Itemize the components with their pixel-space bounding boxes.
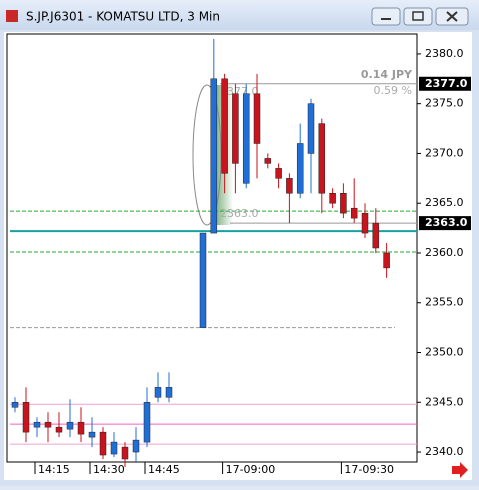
candle-body: [77, 421, 85, 435]
ruler-arc: [192, 84, 222, 226]
x-tick-label: 17-09:00: [226, 463, 276, 476]
app-icon: [6, 10, 18, 22]
candle-body: [55, 426, 63, 433]
candle-body: [307, 103, 315, 154]
candle-body: [350, 207, 358, 219]
y-tick-label: 2375.0: [425, 97, 464, 110]
x-tick-label: 17-09:30: [344, 463, 394, 476]
price-label: 2363.0: [425, 216, 468, 229]
y-tick-label: 2370.0: [425, 146, 464, 159]
x-tick-label: 14:45: [148, 463, 180, 476]
candle-body: [253, 93, 261, 144]
maximize-icon: [412, 11, 424, 21]
candle-body: [66, 421, 74, 430]
candle-body: [361, 212, 369, 234]
candle-body: [372, 222, 380, 249]
candle-body: [132, 439, 140, 453]
minimize-button[interactable]: [371, 7, 401, 26]
candle-body: [154, 387, 162, 398]
maximize-button[interactable]: [403, 7, 433, 26]
window-title: S.JP.J6301 - KOMATSU LTD, 3 Min: [26, 10, 220, 24]
ruler-price: 2363.0: [220, 207, 259, 220]
candle-body: [383, 252, 390, 269]
candle-body: [99, 431, 107, 456]
y-tick-label: 2350.0: [425, 346, 464, 359]
close-icon: [446, 11, 458, 22]
candle-body: [44, 421, 52, 428]
y-tick-label: 2355.0: [425, 296, 464, 309]
ruler-percent: 0.59 %: [374, 84, 412, 97]
y-tick-label: 2340.0: [425, 445, 464, 458]
candle-body: [232, 93, 239, 164]
price-label-box: [419, 76, 471, 91]
candle-body: [199, 232, 207, 328]
y-tick-label: 2365.0: [425, 196, 464, 209]
ruler-change: 0.14 JPY: [361, 68, 413, 81]
price-label: 2377.0: [425, 77, 468, 90]
candle-body: [22, 402, 30, 433]
candle-body: [88, 431, 96, 438]
candle-body: [340, 193, 347, 214]
candle-body: [242, 93, 250, 184]
candle-body: [318, 123, 326, 194]
x-tick-label: 14:15: [38, 463, 70, 476]
candle-body: [11, 402, 19, 408]
candle-body: [275, 168, 282, 179]
price-label-box: [419, 216, 471, 231]
candle-body: [210, 78, 218, 234]
candle-body: [286, 178, 293, 194]
candle-body: [221, 78, 228, 174]
y-tick-label: 2345.0: [425, 395, 464, 408]
x-tick-label: 14:30: [93, 463, 125, 476]
y-tick-label: 2360.0: [425, 246, 464, 259]
candle-body: [329, 193, 336, 204]
scroll-arrow[interactable]: [452, 462, 468, 478]
candle-body: [264, 158, 272, 164]
candle-body: [121, 446, 129, 460]
candle-body: [165, 387, 173, 398]
candle-body: [143, 402, 151, 443]
candle-body: [33, 421, 41, 428]
candle-body: [296, 143, 304, 194]
y-tick-label: 2380.0: [425, 47, 464, 60]
candle-body: [110, 441, 118, 455]
